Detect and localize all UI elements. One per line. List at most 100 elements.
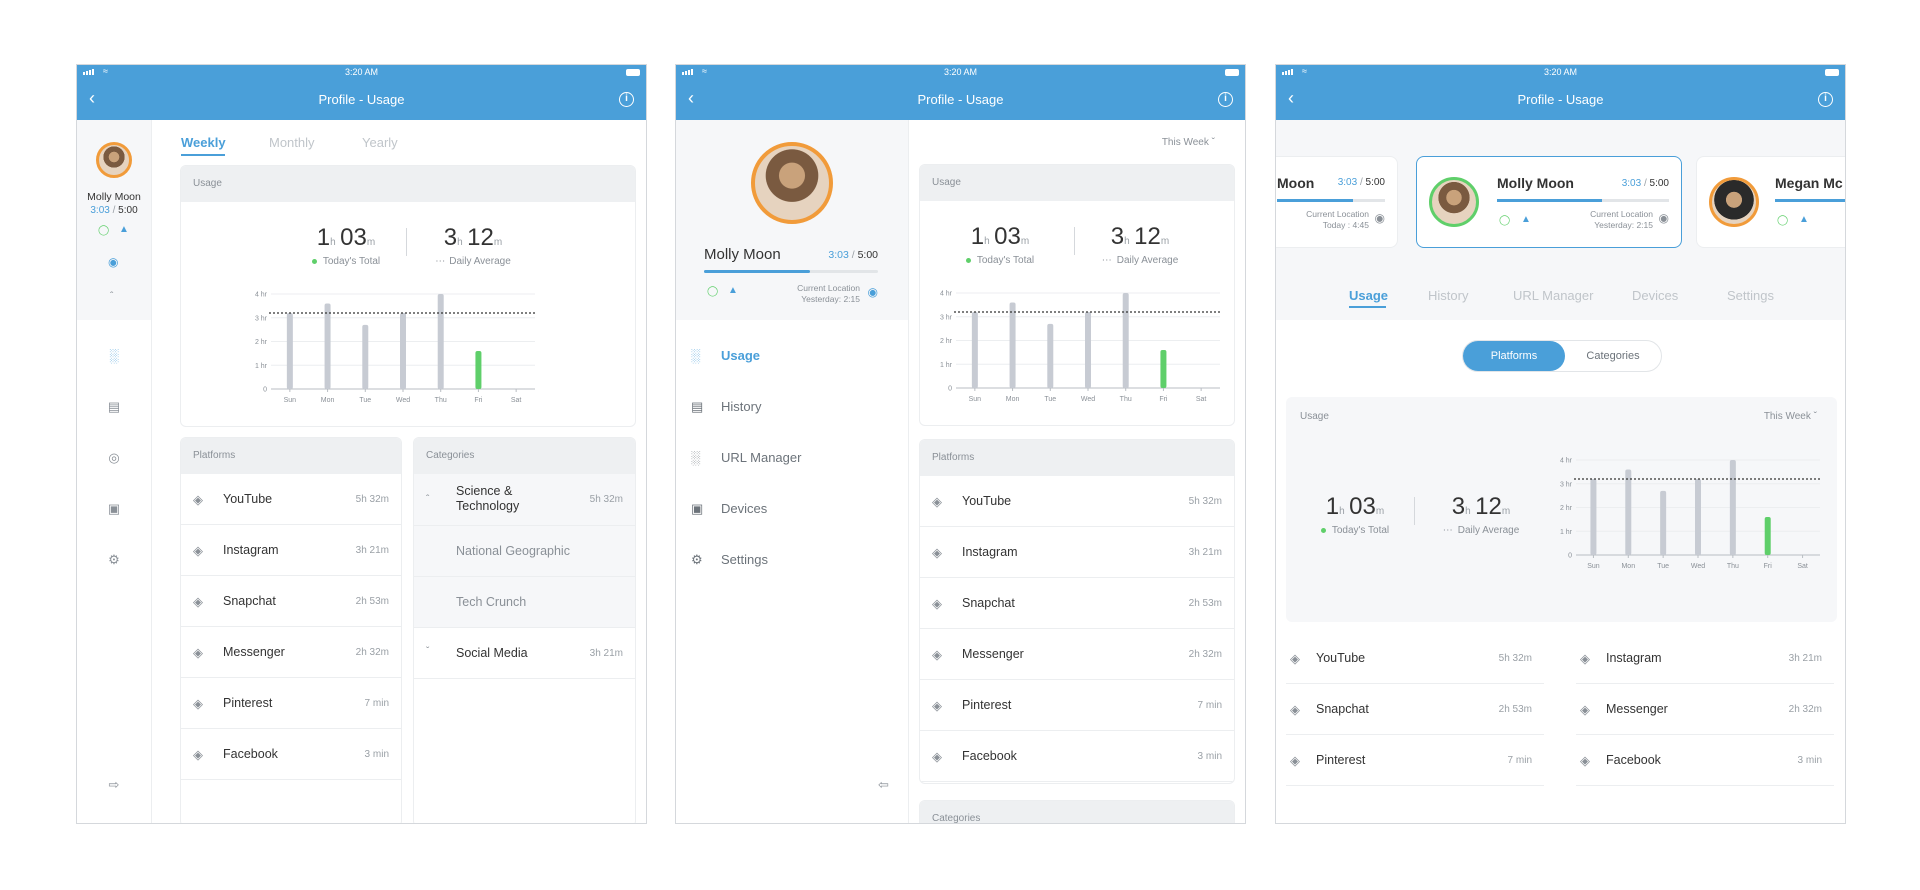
info-button[interactable]: i <box>619 92 634 107</box>
x-tick-label: Sat <box>1797 563 1808 570</box>
platform-time: 3h 21m <box>1188 547 1222 558</box>
platform-row[interactable]: ◈ Snapchat 2h 53m <box>181 576 401 627</box>
platform-time: 3h 21m <box>355 545 389 556</box>
bar-sun <box>971 312 978 388</box>
usage-nav-icon[interactable]: ░ <box>109 348 119 363</box>
platform-row[interactable]: ◈ Pinterest 7 min <box>181 678 401 729</box>
platform-row[interactable]: ◈ Messenger 2h 32m <box>181 627 401 678</box>
layers-icon: ◈ <box>932 596 942 611</box>
today-total: 1h 03m Today's Total <box>286 224 406 267</box>
tab-yearly[interactable]: Yearly <box>362 135 398 150</box>
history-nav-icon[interactable]: ▤ <box>107 399 121 414</box>
menu-item-devices[interactable]: ▣ Devices <box>691 501 768 516</box>
platform-name: Snapchat <box>223 594 276 608</box>
tab-history[interactable]: History <box>1428 288 1469 303</box>
tab-usage[interactable]: Usage <box>1349 288 1389 303</box>
location-text: Current Location Yesterday: 2:15 <box>797 283 860 304</box>
layers-icon: ◈ <box>1290 651 1300 666</box>
subcategory-techcrunch[interactable]: Tech Crunch <box>414 577 635 628</box>
y-tick-label: 2 hr <box>255 339 268 346</box>
profile-mini[interactable]: Molly Moon 3:03 / 5:00 ◯ ▲ ◉ ˆ <box>77 120 151 320</box>
menu-item-settings[interactable]: ⚙ Settings <box>691 552 768 567</box>
platform-row[interactable]: ◈ Pinterest 7 min <box>920 680 1234 731</box>
menu-item-url-manager[interactable]: ░ URL Manager <box>691 450 802 465</box>
x-tick-label: Thu <box>435 397 447 404</box>
menu-item-history[interactable]: ▤ History <box>691 399 762 414</box>
divider <box>406 228 407 256</box>
platform-row[interactable]: ◈ Messenger 2h 32m <box>920 629 1234 680</box>
tab-settings[interactable]: Settings <box>1727 288 1774 303</box>
layers-icon: ◈ <box>932 545 942 560</box>
globe-nav-icon[interactable]: ◎ <box>108 450 120 465</box>
bar-mon <box>1625 469 1632 555</box>
menu-item-usage[interactable]: ░ Usage <box>691 348 761 363</box>
tab-monthly[interactable]: Monthly <box>269 135 315 150</box>
screen-sidebar-layout: ≈ 3:20 AM ‹ Profile - Usage i Molly Moon… <box>76 64 647 824</box>
layers-icon: ◈ <box>1580 702 1590 717</box>
x-tick-label: Sat <box>1196 396 1207 403</box>
platform-row[interactable]: ◈ Facebook 3 min <box>1576 735 1834 786</box>
platform-row[interactable]: ◈ Instagram 3h 21m <box>181 525 401 576</box>
platform-name: Instagram <box>223 543 279 557</box>
bar-fri <box>1160 350 1167 388</box>
profile-card-prev[interactable]: Moon 3:03 / 5:00 Current Location Today :… <box>1276 156 1398 248</box>
platform-time: 2h 53m <box>355 596 389 607</box>
platform-row[interactable]: ◈ Facebook 3 min <box>181 729 401 780</box>
subcategory-natgeo[interactable]: National Geographic <box>414 526 635 577</box>
platform-time: 7 min <box>364 698 389 709</box>
tab-weekly[interactable]: Weekly <box>181 135 226 150</box>
devices-nav-icon[interactable]: ▣ <box>107 501 121 516</box>
gear-icon[interactable]: ⚙ <box>108 552 120 567</box>
platform-row[interactable]: ◈ YouTube 5h 32m <box>920 476 1234 527</box>
tab-devices[interactable]: Devices <box>1632 288 1679 303</box>
x-tick-label: Sun <box>969 396 982 403</box>
x-tick-label: Tue <box>1657 563 1669 570</box>
location-pin-icon[interactable]: ◉ <box>108 255 119 269</box>
status-bar: ≈ 3:20 AM <box>676 65 1245 80</box>
x-tick-label: Fri <box>1159 396 1168 403</box>
collapse-arrow-icon[interactable]: ⇦ <box>878 777 889 792</box>
profile-header[interactable]: Molly Moon 3:03 / 5:00 ◯ ▲ Current Locat… <box>676 120 908 320</box>
back-button[interactable]: ‹ <box>1288 88 1294 108</box>
platform-row[interactable]: ◈ Facebook 3 min <box>920 731 1234 782</box>
platform-row[interactable]: ◈ Snapchat 2h 53m <box>920 578 1234 629</box>
period-dropdown[interactable]: This Week ˇ <box>1161 137 1215 148</box>
segment-platforms[interactable]: Platforms <box>1463 341 1565 371</box>
platform-row[interactable]: ◈ YouTube 5h 32m <box>181 474 401 525</box>
bar-mon <box>324 303 331 389</box>
profile-card-next[interactable]: Megan Mc ◯ ▲ <box>1696 156 1845 248</box>
layers-icon: ◈ <box>932 698 942 713</box>
platform-row[interactable]: ◈ Instagram 3h 21m <box>920 527 1234 578</box>
back-button[interactable]: ‹ <box>89 88 95 108</box>
period-dropdown[interactable]: This Week ˇ <box>1763 411 1817 422</box>
daily-average: 3h 12m ⋯ Daily Average <box>1442 493 1520 536</box>
platform-row[interactable]: ◈ Messenger 2h 32m <box>1576 684 1834 735</box>
x-tick-label: Mon <box>1006 396 1020 403</box>
chevron-up-icon[interactable]: ˆ <box>110 291 114 302</box>
x-tick-label: Sun <box>284 397 297 404</box>
expand-arrow-icon[interactable]: ⇨ <box>108 777 120 792</box>
platform-name: Messenger <box>1606 702 1668 716</box>
back-button[interactable]: ‹ <box>688 88 694 108</box>
info-button[interactable]: i <box>1818 92 1833 107</box>
platform-row[interactable]: ◈ Pinterest 7 min <box>1286 735 1544 786</box>
segment-categories[interactable]: Categories <box>1586 350 1640 362</box>
profile-card-selected[interactable]: Molly Moon 3:03 / 5:00 ◯ ▲ Current Locat… <box>1416 156 1682 248</box>
info-button[interactable]: i <box>1218 92 1233 107</box>
platform-row[interactable]: ◈ Instagram 3h 21m <box>1576 633 1834 684</box>
tab-url-manager[interactable]: URL Manager <box>1513 288 1594 303</box>
bar-tue <box>1660 490 1667 555</box>
profile-name: Molly Moon <box>704 246 781 263</box>
platform-time: 2h 53m <box>1498 704 1532 715</box>
nav-bar: ‹ Profile - Usage i <box>676 80 1245 120</box>
category-science[interactable]: ˆ Science & Technology 5h 32m <box>414 474 635 526</box>
platforms-card-title: Platforms <box>181 438 401 474</box>
x-tick-label: Thu <box>1120 396 1132 403</box>
platform-row[interactable]: ◈ YouTube 5h 32m <box>1286 633 1544 684</box>
y-tick-label: 0 <box>263 387 267 394</box>
platform-row[interactable]: ◈ Snapchat 2h 53m <box>1286 684 1544 735</box>
bar-thu <box>1122 293 1129 388</box>
platform-name: YouTube <box>223 492 273 506</box>
category-social[interactable]: ˇ Social Media 3h 21m <box>414 628 635 679</box>
location-pin-icon[interactable]: ◉ <box>867 285 878 299</box>
